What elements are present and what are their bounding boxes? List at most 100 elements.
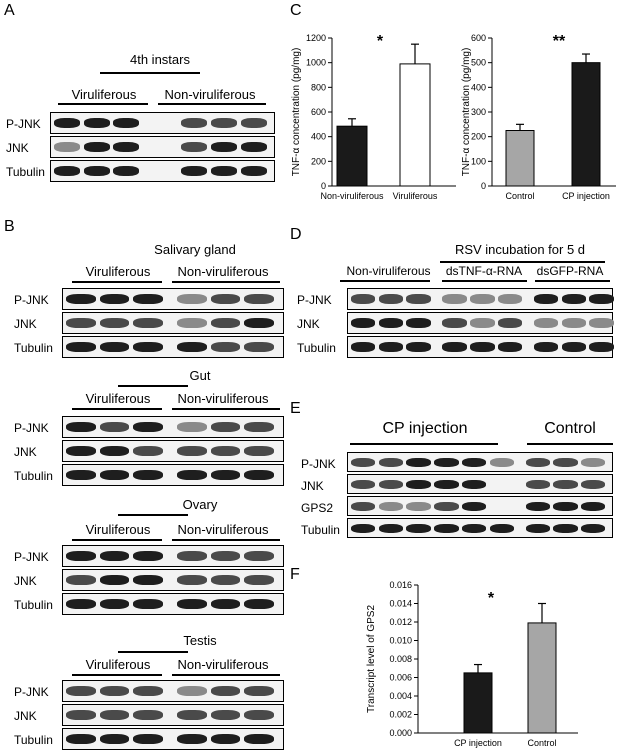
blot-band [133, 599, 163, 610]
tissue-title: Salivary gland [154, 242, 236, 257]
blot-band [351, 318, 376, 329]
blot-band [240, 166, 267, 177]
blot-row-label: Tubulin [14, 469, 53, 483]
blot-band [553, 479, 578, 489]
panel-label-d: D [290, 226, 302, 243]
y-tick-label: 200 [471, 132, 486, 142]
y-tick-label: 0 [481, 181, 486, 191]
blot-band [210, 118, 237, 129]
blot-band [133, 318, 163, 329]
blot-band [497, 294, 523, 305]
y-tick-label: 600 [311, 107, 326, 117]
blot-band [210, 422, 241, 433]
panel-label-c: C [290, 2, 302, 19]
blot-band [210, 142, 237, 153]
y-tick-label: 0.012 [389, 617, 412, 627]
blot-band [83, 118, 110, 129]
blot-band [525, 523, 550, 533]
group-underline [158, 103, 266, 105]
group-underline [58, 103, 148, 105]
y-tick-label: 0.008 [389, 654, 412, 664]
blot-band [133, 734, 163, 745]
blot-band [99, 342, 130, 353]
group-underline [340, 280, 430, 282]
blot-band [113, 142, 140, 153]
y-tick-label: 1200 [306, 33, 326, 43]
blot-band [177, 575, 207, 586]
blot-band [580, 479, 606, 489]
blot-band [210, 294, 241, 305]
y-axis-label: TNF-α concentration (pg/mg) [461, 48, 472, 177]
blot-band [244, 446, 274, 457]
blot-band [580, 457, 606, 467]
y-axis-label: TNF-α concentration (pg/mg) [291, 48, 302, 177]
blot-band [83, 166, 110, 177]
blot-band [66, 446, 96, 457]
blot-strip [50, 160, 275, 182]
blot-band [133, 686, 163, 697]
blot-band [442, 294, 467, 305]
blot-row-label: P-JNK [14, 685, 49, 699]
blot-band [54, 118, 81, 129]
y-tick-label: 400 [471, 82, 486, 92]
group-label: Viruliferous [85, 391, 151, 406]
panel-label-a: A [4, 2, 15, 19]
panel-a-title: 4th instars [130, 52, 190, 67]
group-underline [72, 281, 162, 283]
title-underline [118, 385, 188, 387]
blot-band [406, 318, 431, 329]
group-underline [72, 408, 162, 410]
blot-band [99, 686, 130, 697]
blot-strip [62, 440, 284, 462]
blot-strip [62, 464, 284, 486]
blot-band [351, 294, 376, 305]
category-label: CP injection [562, 191, 610, 201]
y-tick-label: 500 [471, 58, 486, 68]
blot-band [378, 318, 404, 329]
group-label: Non-viruliferous [346, 264, 431, 278]
blot-band [351, 342, 376, 353]
group-label: Non-viruliferous [177, 264, 269, 279]
y-tick-label: 0.014 [389, 599, 412, 609]
blot-band [66, 422, 96, 433]
blot-band [66, 342, 96, 353]
bar [527, 622, 557, 734]
y-tick-label: 0.006 [389, 673, 412, 683]
blot-band [470, 318, 495, 329]
blot-band [461, 501, 487, 511]
blot-band [210, 734, 241, 745]
blot-band [497, 318, 523, 329]
blot-band [240, 142, 267, 153]
blot-band [181, 118, 208, 129]
category-label: Non-viruliferous [320, 191, 384, 201]
blot-band [489, 523, 514, 533]
blot-band [525, 479, 550, 489]
blot-band [461, 523, 487, 533]
blot-band [525, 457, 550, 467]
tissue-title: Testis [183, 633, 217, 648]
blot-band [351, 523, 376, 533]
blot-band [244, 318, 274, 329]
panel-d-title: RSV incubation for 5 d [454, 242, 586, 257]
blot-band [99, 710, 130, 721]
blot-band [113, 118, 140, 129]
blot-band [177, 734, 207, 745]
blot-band [489, 457, 514, 467]
blot-strip [62, 569, 284, 591]
blot-band [133, 575, 163, 586]
blot-band [177, 422, 207, 433]
blot-row-label: P-JNK [6, 117, 41, 131]
blot-band [99, 318, 130, 329]
blot-row-label: JNK [14, 317, 37, 331]
blot-band [177, 342, 207, 353]
group-label: Non-viruliferous [164, 87, 256, 102]
blot-band [461, 479, 487, 489]
blot-band [210, 470, 241, 481]
blot-row-label: P-JNK [301, 457, 336, 471]
blot-band [66, 551, 96, 562]
blot-band [66, 734, 96, 745]
blot-band [244, 470, 274, 481]
group-label: Non-viruliferous [177, 657, 269, 672]
significance-marker: * [488, 590, 495, 607]
blot-band [210, 446, 241, 457]
